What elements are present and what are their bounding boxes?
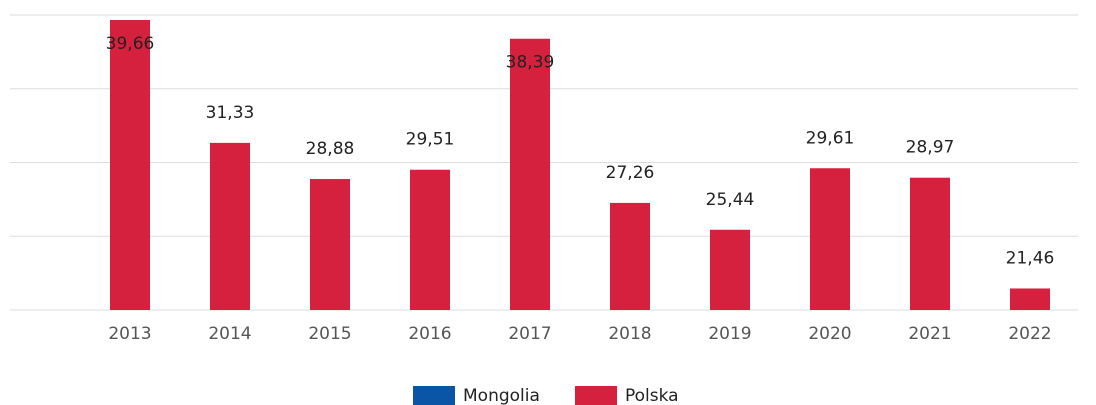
x-tick-label: 2019 xyxy=(708,324,751,344)
legend-swatch xyxy=(413,386,455,405)
data-label: 29,61 xyxy=(806,128,855,148)
x-tick-label: 2015 xyxy=(308,324,351,344)
bar xyxy=(210,142,250,310)
bar xyxy=(1010,288,1050,310)
bar xyxy=(110,20,150,310)
x-tick-label: 2016 xyxy=(408,324,451,344)
legend-label: Polska xyxy=(625,386,679,405)
bar xyxy=(910,177,950,310)
bar xyxy=(710,229,750,310)
data-label: 25,44 xyxy=(706,190,755,210)
x-tick-label: 2013 xyxy=(108,324,151,344)
x-tick-label: 2017 xyxy=(508,324,551,344)
bar xyxy=(310,179,350,310)
bar xyxy=(810,168,850,310)
data-label: 38,39 xyxy=(506,53,555,73)
data-label: 27,26 xyxy=(606,163,655,183)
data-label: 31,33 xyxy=(206,103,255,123)
data-label: 39,66 xyxy=(106,34,155,54)
bar xyxy=(410,169,450,310)
data-label: 28,97 xyxy=(906,138,955,158)
x-tick-label: 2018 xyxy=(608,324,651,344)
data-label: 21,46 xyxy=(1006,248,1055,268)
legend-swatch xyxy=(575,386,617,405)
bar xyxy=(610,202,650,310)
x-tick-label: 2020 xyxy=(808,324,851,344)
data-label: 29,51 xyxy=(406,130,455,150)
data-label: 28,88 xyxy=(306,139,355,159)
bar xyxy=(510,38,550,311)
x-tick-label: 2014 xyxy=(208,324,251,344)
legend-label: Mongolia xyxy=(463,386,540,405)
x-tick-label: 2021 xyxy=(908,324,951,344)
x-tick-label: 2022 xyxy=(1008,324,1051,344)
